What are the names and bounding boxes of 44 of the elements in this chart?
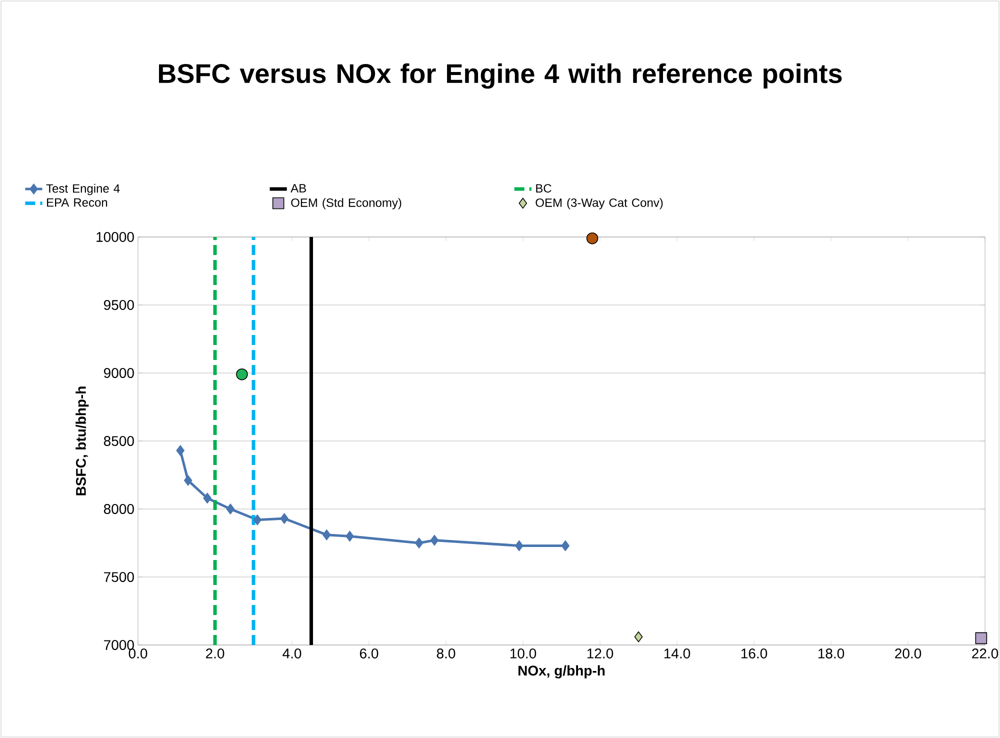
legend-label: OEM (3-Way Cat Conv) xyxy=(536,198,663,210)
y-axis-title: BSFC, btu/bhp-h xyxy=(76,386,89,496)
point xyxy=(430,534,439,546)
chart-title: BSFC versus NOx for Engine 4 with reference points xyxy=(158,63,842,89)
point xyxy=(322,529,331,540)
point xyxy=(346,530,354,542)
point xyxy=(253,514,262,526)
point xyxy=(975,632,988,644)
y-tick-label: 8000 xyxy=(104,504,134,514)
x-tick-label: 22.0 xyxy=(972,648,998,658)
x-tick-label: 4.0 xyxy=(282,648,302,658)
y-tick-label: 9500 xyxy=(104,300,134,310)
point xyxy=(414,538,424,548)
y-tick-label: 9000 xyxy=(104,368,134,378)
point xyxy=(515,540,524,552)
legend-label: AB xyxy=(290,184,306,192)
point xyxy=(561,540,570,552)
point xyxy=(184,475,192,486)
y-tick-label: 7000 xyxy=(104,640,134,650)
y-tick-label: 10000 xyxy=(96,232,134,242)
x-axis-title: NOx, g/bhp-h xyxy=(518,665,605,678)
x-tick-label: 18.0 xyxy=(818,648,844,658)
x-tick-label: 8.0 xyxy=(436,648,456,658)
point xyxy=(176,445,185,456)
x-tick-label: 14.0 xyxy=(664,648,690,658)
x-tick-label: 12.0 xyxy=(587,648,614,658)
x-tick-label: 10.0 xyxy=(510,648,536,658)
point xyxy=(226,504,235,514)
x-tick-label: 6.0 xyxy=(360,648,378,658)
legend-label: Test Engine 4 xyxy=(46,184,120,196)
point xyxy=(634,631,643,642)
point xyxy=(203,492,212,504)
point xyxy=(236,368,248,380)
point xyxy=(586,232,598,244)
x-tick-label: 20.0 xyxy=(895,648,922,658)
legend-label: BC xyxy=(536,184,552,193)
y-tick-label: 7500 xyxy=(104,572,134,582)
point xyxy=(280,513,288,524)
x-tick-label: 0.0 xyxy=(128,648,148,658)
legend-label: OEM (Std Economy) xyxy=(291,198,402,210)
x-tick-label: 16.0 xyxy=(741,648,768,658)
legend-label: EPA Recon xyxy=(47,198,108,207)
x-tick-label: 2.0 xyxy=(206,648,224,658)
y-tick-label: 8500 xyxy=(104,436,134,446)
